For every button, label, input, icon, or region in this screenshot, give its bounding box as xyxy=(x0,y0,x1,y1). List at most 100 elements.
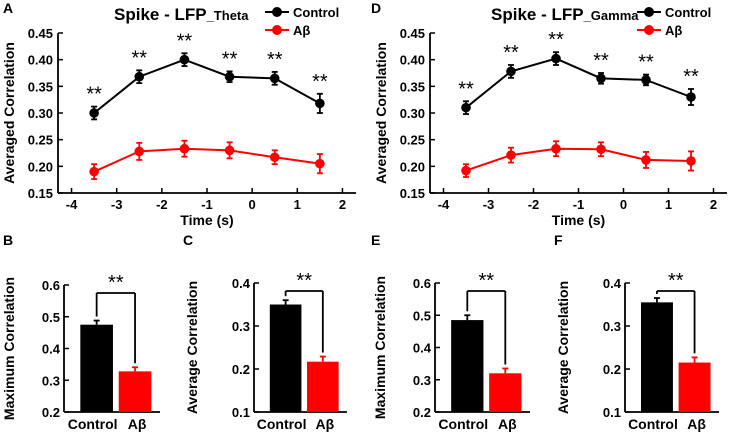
x-tick-label: Control xyxy=(257,416,307,432)
data-point xyxy=(134,146,145,157)
x-axis-label: Time (s) xyxy=(552,212,605,228)
panel-label-e: E xyxy=(371,232,380,248)
y-tick-label: 0.5 xyxy=(42,310,60,325)
y-tick-label: 0.6 xyxy=(42,278,60,293)
x-tick-label: -1 xyxy=(201,197,213,212)
x-tick-label: Aβ xyxy=(687,416,706,432)
y-tick-label: 0.35 xyxy=(28,79,53,94)
series-line-abeta xyxy=(465,147,692,172)
bar-control xyxy=(80,324,113,412)
data-point xyxy=(506,66,516,77)
x-tick-label: Aβ xyxy=(315,416,334,432)
data-point xyxy=(551,143,561,154)
y-tick-label: 0.20 xyxy=(400,159,425,174)
y-tick-label: 0.4 xyxy=(413,341,432,356)
significance-marker: ** xyxy=(479,270,495,292)
x-tick-label: -3 xyxy=(483,197,495,212)
y-tick-label: 0.30 xyxy=(400,106,425,121)
x-tick-label: 1 xyxy=(294,197,301,212)
significance-marker: ** xyxy=(296,270,312,292)
data-point xyxy=(224,71,235,82)
data-point xyxy=(686,92,696,102)
y-tick-label: 0.2 xyxy=(603,362,621,377)
significance-marker: ** xyxy=(108,272,124,294)
chart-title-d: Spike - LFP_Gamma xyxy=(491,5,639,24)
y-tick-label: 0.30 xyxy=(28,106,53,121)
legend-label: Control xyxy=(293,5,339,20)
y-axis-label: Averaged Correlation xyxy=(373,42,389,184)
y-tick-label: 0.4 xyxy=(42,342,61,357)
x-tick-label: Aβ xyxy=(128,416,147,432)
x-tick-label: -2 xyxy=(156,197,168,212)
significance-marker: ** xyxy=(593,50,609,72)
data-point xyxy=(179,54,190,65)
x-tick-label: 1 xyxy=(665,197,672,212)
panel-label-d: D xyxy=(371,0,381,16)
x-tick-label: 0 xyxy=(249,197,256,212)
y-axis-label: Maximum Correlation xyxy=(372,276,388,419)
significance-marker: ** xyxy=(458,78,474,100)
y-tick-label: 0.1 xyxy=(232,405,250,420)
significance-marker: ** xyxy=(86,84,102,106)
bar-control xyxy=(269,304,302,412)
y-tick-label: 0.25 xyxy=(28,133,53,148)
panel-label-c: C xyxy=(183,232,193,248)
y-tick-label: 0.4 xyxy=(232,276,251,291)
data-point xyxy=(461,102,471,113)
legend-marker xyxy=(272,7,282,17)
y-tick-label: 0.2 xyxy=(42,405,60,420)
x-tick-label: -1 xyxy=(573,197,585,212)
data-point xyxy=(686,156,696,166)
data-point xyxy=(269,73,280,84)
x-tick-label: -3 xyxy=(111,197,123,212)
y-tick-label: 0.40 xyxy=(400,53,425,68)
legend-label: Aβ xyxy=(665,23,682,38)
y-axis-label: Average Correlation xyxy=(184,281,200,414)
data-point xyxy=(551,53,561,64)
data-point xyxy=(641,75,651,85)
y-tick-label: 0.3 xyxy=(42,373,60,388)
bar-abeta xyxy=(678,362,711,412)
legend-label: Aβ xyxy=(293,23,310,38)
panel-label-b: B xyxy=(3,232,13,248)
bar-abeta xyxy=(489,373,522,412)
y-axis-label: Maximum Correlation xyxy=(1,277,17,420)
chart-title-subscript: _Theta xyxy=(206,8,250,23)
bar-abeta xyxy=(118,371,152,412)
significance-marker: ** xyxy=(548,29,564,51)
data-point xyxy=(315,98,325,109)
y-tick-label: 0.1 xyxy=(603,405,621,420)
y-tick-label: 0.3 xyxy=(413,373,431,388)
significance-marker: ** xyxy=(683,66,699,88)
y-tick-label: 0.2 xyxy=(413,405,431,420)
x-tick-label: 2 xyxy=(710,197,717,212)
data-point xyxy=(315,158,325,169)
y-tick-label: 0.20 xyxy=(28,159,53,174)
y-tick-label: 0.35 xyxy=(400,79,425,94)
data-point xyxy=(596,73,606,84)
bar-control xyxy=(451,320,484,412)
x-tick-label: -2 xyxy=(528,197,540,212)
panel-label-a: A xyxy=(3,0,13,16)
data-point xyxy=(179,143,190,154)
chart-title-a: Spike - LFP_Theta xyxy=(114,5,249,24)
significance-marker: ** xyxy=(131,47,147,69)
series-line-control xyxy=(465,57,692,109)
y-axis-label: Averaged Correlation xyxy=(1,42,17,184)
data-point xyxy=(596,144,606,155)
y-tick-label: 0.40 xyxy=(28,53,53,68)
x-tick-label: -4 xyxy=(438,197,450,212)
y-tick-label: 0.6 xyxy=(413,276,431,291)
x-tick-label: Control xyxy=(628,416,678,432)
legend-marker xyxy=(644,7,654,17)
significance-marker: ** xyxy=(177,30,193,52)
y-tick-label: 0.15 xyxy=(28,186,53,201)
bar-abeta xyxy=(307,361,339,412)
significance-marker: ** xyxy=(503,42,519,64)
x-tick-label: Control xyxy=(68,416,118,432)
y-tick-label: 0.4 xyxy=(603,276,622,291)
panel-label-f: F xyxy=(554,232,563,248)
x-tick-label: Aβ xyxy=(498,416,517,432)
data-point xyxy=(641,155,651,165)
